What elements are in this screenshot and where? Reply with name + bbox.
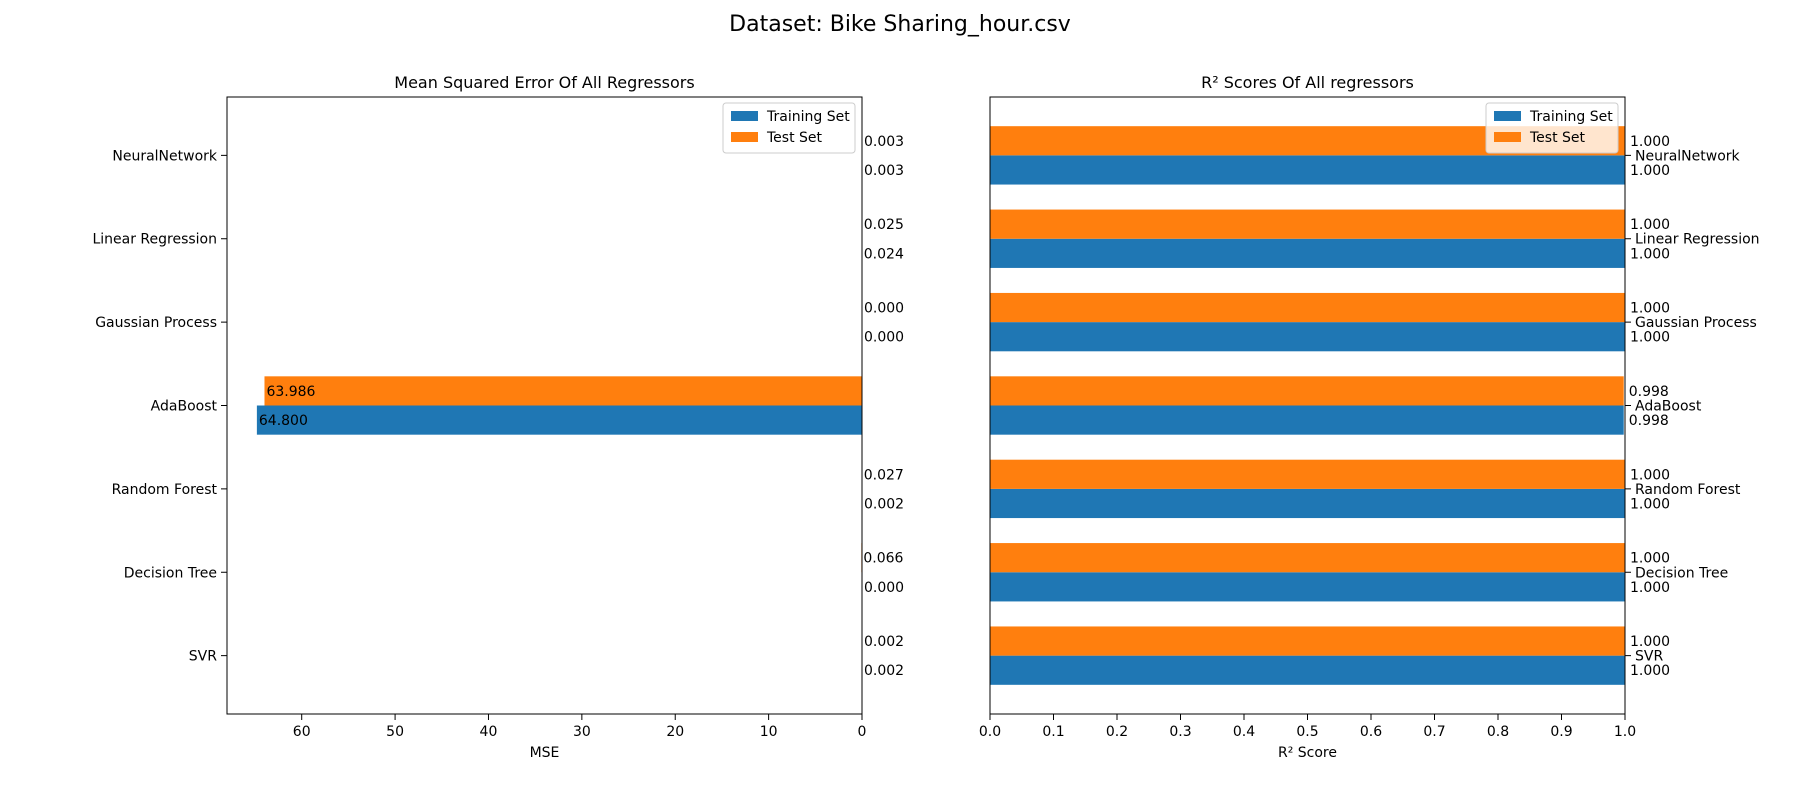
category-label: AdaBoost: [151, 399, 218, 415]
value-label: 64.800: [259, 413, 308, 429]
x-tick-label: 40: [480, 724, 498, 740]
value-label: 0.025: [864, 217, 904, 233]
value-label: 63.986: [266, 384, 315, 400]
x-tick-label: 0.1: [1042, 724, 1064, 740]
bar-training-set-gaussian-process: [990, 322, 1625, 352]
value-label: 0.000: [864, 330, 904, 346]
bar-test-set-svr: [990, 626, 1625, 656]
category-label: Linear Regression: [92, 232, 217, 248]
bar-training-set-decision-tree: [990, 572, 1625, 602]
x-tick-label: 20: [666, 724, 684, 740]
x-tick-label: 0.2: [1106, 724, 1128, 740]
bar-test-set-adaboost: [990, 376, 1624, 406]
category-label: Gaussian Process: [1635, 315, 1757, 331]
value-label: 0.000: [864, 301, 904, 317]
bar-training-set-adaboost: [990, 405, 1624, 435]
bar-training-set-linear-regression: [990, 238, 1625, 268]
x-tick-label: 0.7: [1423, 724, 1445, 740]
x-tick-label: 0.6: [1360, 724, 1382, 740]
legend-swatch-test-set: [731, 132, 758, 142]
value-label: 0.998: [1629, 413, 1669, 429]
value-label: 0.024: [864, 246, 904, 262]
legend-swatch-test-set: [1494, 132, 1521, 142]
bar-training-set-svr: [990, 655, 1625, 685]
category-label: SVR: [1635, 649, 1663, 665]
value-label: 0.002: [864, 634, 904, 650]
bar-test-set-adaboost: [264, 376, 863, 406]
x-tick-label: 0.3: [1169, 724, 1191, 740]
x-axis-label: R² Score: [1278, 745, 1337, 761]
bar-test-set-linear-regression: [990, 209, 1625, 239]
x-tick-label: 0.8: [1487, 724, 1509, 740]
value-label: 1.000: [1630, 330, 1670, 346]
category-label: NeuralNetwork: [1635, 148, 1741, 164]
x-tick-label: 0.0: [979, 724, 1001, 740]
value-label: 0.002: [864, 496, 904, 512]
legend-label: Test Set: [766, 130, 823, 146]
value-label: 0.003: [864, 134, 904, 150]
value-label: 0.066: [863, 551, 903, 567]
value-label: 0.002: [864, 663, 904, 679]
value-label: 1.000: [1630, 301, 1670, 317]
bar-test-set-random-forest: [990, 459, 1625, 489]
category-label: SVR: [189, 649, 217, 665]
legend-label: Training Set: [766, 109, 850, 125]
bar-test-set-gaussian-process: [990, 292, 1625, 323]
value-label: 1.000: [1630, 467, 1670, 483]
category-label: Decision Tree: [1635, 565, 1728, 581]
value-label: 1.000: [1630, 551, 1670, 567]
value-label: 1.000: [1630, 217, 1670, 233]
x-tick-label: 30: [573, 724, 591, 740]
x-tick-label: 1.0: [1614, 724, 1636, 740]
category-label: Gaussian Process: [95, 315, 217, 331]
category-label: Linear Regression: [1635, 232, 1760, 248]
category-label: AdaBoost: [1635, 399, 1702, 415]
legend-swatch-training-set: [1494, 111, 1521, 121]
x-axis-label: MSE: [530, 745, 560, 761]
mse-chart-panel: Mean Squared Error Of All Regressors 0.00…: [92, 73, 904, 761]
value-label: 0.027: [864, 467, 904, 483]
x-tick-label: 60: [293, 724, 311, 740]
r2-chart-panel: R² Scores Of All regressors 1.000 1.000 1.0…: [979, 73, 1760, 761]
value-label: 1.000: [1630, 580, 1670, 596]
chart-title: Mean Squared Error Of All Regressors: [394, 73, 694, 92]
figure-title: Dataset: Bike Sharing_hour.csv: [729, 12, 1071, 37]
x-tick-label: 0.5: [1296, 724, 1318, 740]
bar-test-set-decision-tree: [990, 543, 1625, 573]
legend-label: Training Set: [1529, 109, 1613, 125]
value-label: 1.000: [1630, 134, 1670, 150]
x-tick-label: 10: [760, 724, 778, 740]
x-tick-label: 0: [858, 724, 867, 740]
legend: Training Set Test Set: [722, 102, 856, 154]
bar-training-set-neuralnetwork: [990, 155, 1625, 185]
x-tick-label: 0.9: [1550, 724, 1572, 740]
category-label: Decision Tree: [124, 565, 217, 581]
value-label: 1.000: [1630, 246, 1670, 262]
legend: Training Set Test Set: [1485, 102, 1619, 154]
category-label: Random Forest: [1635, 482, 1741, 498]
bar-training-set-adaboost: [256, 405, 863, 435]
value-label: 1.000: [1630, 496, 1670, 512]
value-label: 1.000: [1630, 163, 1670, 179]
bar-training-set-random-forest: [990, 488, 1625, 519]
value-label: 0.000: [864, 580, 904, 596]
x-tick-label: 50: [386, 724, 404, 740]
value-label: 1.000: [1630, 634, 1670, 650]
value-label: 1.000: [1630, 663, 1670, 679]
x-tick-label: 0.4: [1233, 724, 1255, 740]
legend-label: Test Set: [1529, 130, 1586, 146]
category-label: Random Forest: [112, 482, 218, 498]
category-label: NeuralNetwork: [112, 148, 218, 164]
chart-title: R² Scores Of All regressors: [1201, 73, 1414, 92]
legend-swatch-training-set: [731, 111, 758, 121]
value-label: 0.003: [864, 163, 904, 179]
value-label: 0.998: [1629, 384, 1669, 400]
